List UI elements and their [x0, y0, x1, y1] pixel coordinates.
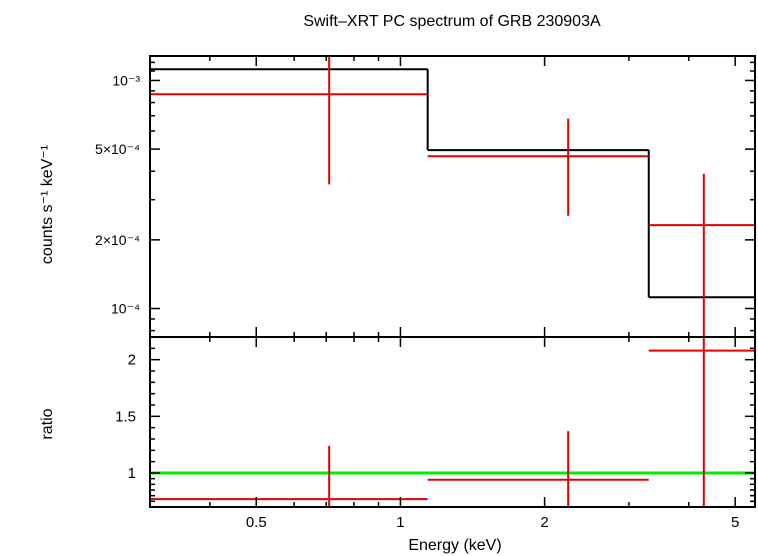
spectrum-ytick-label-3: 10⁻⁴ — [111, 301, 140, 317]
spectrum-panel-frame — [149, 55, 756, 338]
ratio-panel: 1 1.5 2 0.5 1 2 5 ratio Energy (keV) — [39, 336, 756, 554]
ratio-ytick-label-0: 1 — [128, 465, 136, 482]
ratio-ytick-label-1: 1.5 — [115, 408, 136, 425]
ratio-ytick-label-2: 2 — [128, 352, 136, 369]
spectrum-ytick-label-0: 10⁻³ — [112, 72, 140, 88]
spectrum-panel: 10⁻³ 5×10⁻⁴ 2×10⁻⁴ 10⁻⁴ counts s⁻¹ keV⁻¹ — [39, 55, 756, 347]
ratio-ylabel: ratio — [39, 408, 56, 439]
xaxis-label: Energy (keV) — [408, 537, 501, 554]
ratio-xtick-label-1: 1 — [396, 514, 404, 531]
spectrum-ytick-label-1: 5×10⁻⁴ — [95, 141, 140, 157]
spectrum-ylabel: counts s⁻¹ keV⁻¹ — [39, 145, 56, 264]
ratio-xtick-label-2: 2 — [540, 514, 548, 531]
ratio-panel-frame — [149, 336, 756, 508]
ratio-xtick-label-0: 0.5 — [246, 514, 267, 531]
chart-title: Swift–XRT PC spectrum of GRB 230903A — [303, 13, 601, 30]
ratio-xtick-label-3: 5 — [731, 514, 739, 531]
spectrum-ytick-label-2: 2×10⁻⁴ — [95, 232, 140, 248]
